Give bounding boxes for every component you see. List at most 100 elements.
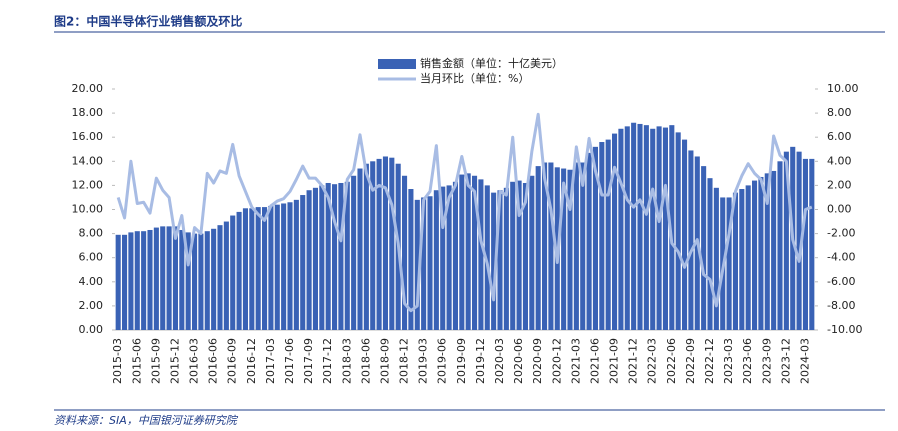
y2-tick-label: -4.00 xyxy=(827,251,855,264)
bar xyxy=(580,162,586,330)
bar xyxy=(465,173,471,330)
bar xyxy=(497,190,503,330)
bar xyxy=(408,189,414,330)
legend-label: 当月环比（单位：%） xyxy=(420,71,529,85)
bar xyxy=(446,185,452,330)
bar xyxy=(268,205,274,330)
x-tick-label: 2016-06 xyxy=(207,338,220,384)
y-tick-label: 6.00 xyxy=(79,251,104,264)
y2-tick-label: -6.00 xyxy=(827,275,855,288)
bar xyxy=(332,184,338,330)
bar xyxy=(122,234,128,330)
x-tick-label: 2023-09 xyxy=(760,338,773,384)
bar xyxy=(223,221,229,330)
chart-title: 图2：中国半导体行业销售额及环比 xyxy=(54,14,242,29)
bar xyxy=(147,229,153,330)
legend-label: 销售金额（单位：十亿美元） xyxy=(420,56,563,70)
bar xyxy=(567,169,573,330)
x-tick-label: 2017-06 xyxy=(283,338,296,384)
bar xyxy=(351,175,357,330)
bar xyxy=(777,161,783,330)
bar xyxy=(707,178,713,330)
bar xyxy=(421,197,427,330)
y2-tick-label: 2.00 xyxy=(827,178,852,191)
bar xyxy=(236,211,242,330)
x-tick-label: 2024-03 xyxy=(798,338,811,384)
bar xyxy=(783,151,789,330)
bar xyxy=(771,170,777,330)
x-tick-label: 2015-12 xyxy=(168,338,181,384)
bar xyxy=(153,227,159,330)
bar xyxy=(166,226,172,330)
x-tick-label: 2020-09 xyxy=(531,338,544,384)
x-tick-label: 2019-06 xyxy=(436,338,449,384)
bar xyxy=(172,226,178,330)
bar xyxy=(561,168,567,330)
x-tick-label: 2015-09 xyxy=(149,338,162,384)
bar xyxy=(650,128,656,330)
y-tick-label: 10.00 xyxy=(72,203,104,216)
x-tick-label: 2016-03 xyxy=(188,338,201,384)
x-tick-label: 2017-03 xyxy=(264,338,277,384)
bar xyxy=(363,163,369,330)
legend-swatch xyxy=(378,59,416,69)
y2-tick-label: 10.00 xyxy=(827,82,859,95)
bar xyxy=(325,182,331,330)
bar xyxy=(491,192,497,330)
bar xyxy=(662,127,668,330)
bar xyxy=(618,128,624,330)
bar xyxy=(713,187,719,330)
x-tick-label: 2023-03 xyxy=(722,338,735,384)
bar xyxy=(376,158,382,330)
x-tick-label: 2016-12 xyxy=(245,338,258,384)
bar xyxy=(631,122,637,331)
bar xyxy=(300,195,306,330)
y2-tick-label: 8.00 xyxy=(827,106,852,119)
x-tick-label: 2018-12 xyxy=(398,338,411,384)
bar xyxy=(529,175,535,330)
bar xyxy=(599,142,605,330)
bar xyxy=(198,233,204,330)
bar xyxy=(675,132,681,330)
bar xyxy=(306,190,312,330)
bar xyxy=(185,232,191,330)
bar xyxy=(274,204,280,330)
y-tick-label: 14.00 xyxy=(72,154,104,167)
bar xyxy=(141,231,147,330)
y2-tick-label: -10.00 xyxy=(827,323,862,336)
y-tick-label: 0.00 xyxy=(79,323,104,336)
bar xyxy=(542,162,548,330)
bar xyxy=(573,162,579,330)
bar xyxy=(752,180,758,330)
bar xyxy=(701,166,707,330)
x-tick-label: 2021-09 xyxy=(608,338,621,384)
bar xyxy=(669,125,675,331)
bar xyxy=(809,158,815,330)
bar xyxy=(764,173,770,330)
bar xyxy=(293,199,299,330)
bar xyxy=(242,208,248,330)
bar xyxy=(637,123,643,330)
bar xyxy=(344,181,350,330)
bar xyxy=(452,181,458,330)
bar xyxy=(758,176,764,330)
bar xyxy=(535,166,541,330)
bar xyxy=(478,179,484,330)
line xyxy=(116,112,813,313)
x-tick-label: 2021-03 xyxy=(569,338,582,384)
x-tick-label: 2019-12 xyxy=(474,338,487,384)
bar xyxy=(370,161,376,330)
bar xyxy=(605,139,611,330)
y2-tick-label: -8.00 xyxy=(827,299,855,312)
x-tick-label: 2020-06 xyxy=(512,338,525,384)
x-tick-label: 2019-03 xyxy=(417,338,430,384)
bar xyxy=(592,146,598,330)
bar xyxy=(382,156,388,330)
bar xyxy=(726,197,732,330)
x-tick-label: 2018-06 xyxy=(359,338,372,384)
x-tick-label: 2023-12 xyxy=(779,338,792,384)
y-tick-label: 8.00 xyxy=(79,227,104,240)
bar xyxy=(192,233,198,330)
bar xyxy=(262,207,268,330)
bar xyxy=(160,226,166,330)
